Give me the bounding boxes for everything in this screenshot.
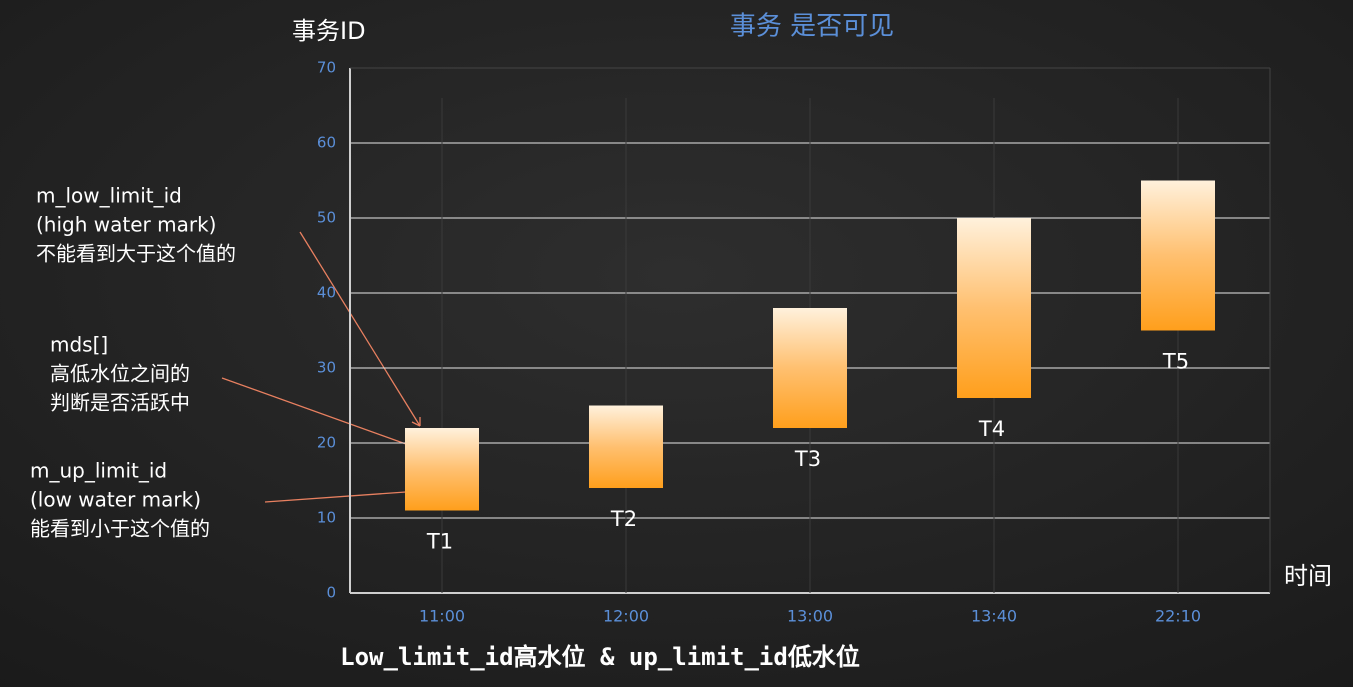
- x-tick-label: 12:00: [603, 607, 649, 626]
- bar: [773, 308, 847, 428]
- y-tick-label: 0: [326, 584, 336, 602]
- bar-label: T1: [426, 530, 453, 554]
- y-tick-label: 50: [317, 209, 336, 227]
- bar: [957, 218, 1031, 398]
- bar-label: T3: [794, 447, 821, 471]
- y-tick-label: 40: [317, 284, 336, 302]
- y-tick-label: 30: [317, 359, 336, 377]
- y-tick-label: 10: [317, 509, 336, 527]
- annotation: m_up_limit_id: [30, 459, 167, 483]
- y-tick-label: 70: [317, 59, 336, 77]
- annotation: mds[]: [50, 333, 108, 357]
- bar: [589, 405, 663, 488]
- annotation: (low water mark): [30, 488, 201, 512]
- bar-label: T5: [1162, 350, 1189, 374]
- chart-title: 事务 是否可见: [730, 12, 894, 42]
- x-tick-label: 11:00: [419, 607, 465, 626]
- bar: [405, 428, 479, 511]
- bar-label: T2: [610, 507, 637, 531]
- y-axis-label: 事务ID: [292, 17, 366, 45]
- bar-label: T4: [978, 417, 1005, 441]
- x-axis-label: 时间: [1284, 562, 1332, 590]
- annotation: 高低水位之间的: [50, 362, 190, 386]
- x-tick-label: 13:40: [971, 607, 1017, 626]
- bar: [1141, 180, 1215, 331]
- x-tick-label: 22:10: [1155, 607, 1201, 626]
- annotation: 判断是否活跃中: [50, 391, 190, 415]
- annotation: 能看到小于这个值的: [30, 517, 210, 541]
- annotation: m_low_limit_id: [36, 184, 182, 208]
- annotation: 不能看到大于这个值的: [36, 242, 236, 266]
- footer: Low_limit_id高水位 & up_limit_id低水位: [340, 643, 860, 671]
- y-tick-label: 60: [317, 134, 336, 152]
- y-tick-label: 20: [317, 434, 336, 452]
- annotation: (high water mark): [36, 213, 216, 237]
- x-tick-label: 13:00: [787, 607, 833, 626]
